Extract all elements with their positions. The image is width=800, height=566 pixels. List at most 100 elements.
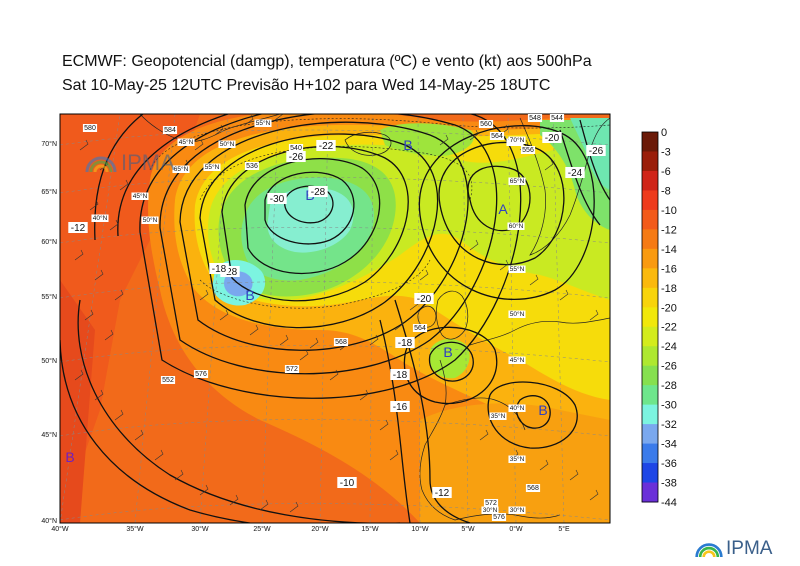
colorbar-label: -22 [661, 322, 677, 334]
lat-tick-label: 50°N [41, 357, 57, 365]
geopotential-label: 564 [414, 325, 426, 332]
isotherm-label: -16 [393, 402, 408, 413]
colorbar-swatch [642, 424, 658, 445]
graticule-label: 50°N [143, 216, 158, 224]
lon-tick-label: 15°W [361, 525, 379, 533]
colorbar-label: -3 [661, 146, 671, 158]
lon-tick-label: 30°W [191, 525, 209, 533]
lon-tick-label: 20°W [311, 525, 329, 533]
colorbar-swatch [642, 346, 658, 367]
isotherm-label: -26 [589, 146, 604, 157]
lon-tick-label: 0°W [509, 525, 523, 533]
wind-barbs [74, 114, 599, 513]
lat-tick-label: 65°N [41, 188, 57, 196]
colorbar-swatch [642, 151, 658, 172]
colorbar-swatch [642, 385, 658, 406]
colorbar-label: -24 [661, 341, 677, 353]
lon-tick-label: 25°W [253, 525, 271, 533]
colorbar: 0 -3 -6 -8 -10 -12 -14 -16 -18 -20 -22 -24 -26 -28 -30… [641, 127, 677, 509]
graticule-label: 70°N [510, 136, 525, 144]
ipma-logo-text: IPMA [121, 150, 175, 175]
geopotential-label: 552 [162, 377, 174, 384]
colorbar-swatch [642, 248, 658, 269]
lat-tick-label: 60°N [41, 238, 57, 246]
lon-tick-label: 5°W [461, 525, 475, 533]
colorbar-label: -26 [661, 361, 677, 373]
graticule-label: 60°N [509, 222, 524, 230]
colorbar-swatch [642, 326, 658, 347]
pressure-center-label: B [538, 402, 547, 418]
geopotential-label: 576 [493, 514, 505, 521]
colorbar-swatch [642, 365, 658, 386]
isotherm-label: -26 [289, 152, 304, 163]
colorbar-swatch [642, 463, 658, 484]
colorbar-swatch [642, 132, 658, 152]
ipma-logo: IPMA [694, 538, 772, 560]
geopotential-label: 544 [551, 115, 563, 122]
colorbar-swatch [642, 209, 658, 230]
colorbar-swatch [642, 287, 658, 308]
ipma-logo-text-bottom: IPMA [726, 538, 773, 559]
colorbar-label: -14 [661, 244, 677, 256]
isotherm-label: -20 [545, 133, 560, 144]
colorbar-swatch [642, 229, 658, 250]
colorbar-label: 0 [661, 127, 667, 139]
colorbar-swatch [642, 190, 658, 211]
colorbar-label: -34 [661, 439, 677, 451]
graticule [60, 114, 610, 523]
colorbar-label: -12 [661, 224, 677, 236]
colorbar-swatch [642, 404, 658, 425]
colorbar-swatch [642, 268, 658, 289]
colorbar-label: -16 [661, 263, 677, 275]
map-title-line2: Sat 10-May-25 12UTC Previsão H+102 para … [62, 77, 551, 94]
isotherm-label: -12 [71, 223, 86, 234]
graticule-label: 55°N [256, 119, 271, 127]
colorbar-swatch [642, 170, 658, 191]
graticule-label: 65°N [510, 177, 525, 185]
isotherm-label: -12 [435, 488, 450, 499]
colorbar-label: -44 [661, 497, 677, 509]
graticule-label: 55°N [205, 163, 220, 171]
colorbar-label: -8 [661, 185, 671, 197]
geopotential-label: 580 [84, 125, 96, 132]
graticule-label: 40°N [93, 214, 108, 222]
map-title-line1: ECMWF: Geopotencial (damgp), temperatura… [62, 53, 592, 70]
isotherm-label: -24 [568, 168, 583, 179]
colorbar-label: -36 [661, 458, 677, 470]
pressure-center-label: B [245, 287, 254, 303]
geopotential-label: 536 [246, 163, 258, 170]
colorbar-swatch [642, 307, 658, 328]
pressure-center-label: B [65, 449, 74, 465]
pressure-center-label: A [498, 201, 508, 217]
ipma-rainbow-icon [85, 156, 117, 173]
graticule-label: 50°N [510, 310, 525, 318]
lon-tick-label: 35°W [126, 525, 144, 533]
map-frame [59, 113, 611, 524]
colorbar-swatch [642, 482, 658, 503]
isotherm-label: -18 [212, 264, 227, 275]
geopotential-label: 560 [480, 121, 492, 128]
geopotential-label: 568 [335, 339, 347, 346]
colorbar-label: -18 [661, 283, 677, 295]
geopotential-label: 564 [491, 133, 503, 140]
graticule-label: 50°N [220, 140, 235, 148]
geopotential-label: 584 [164, 127, 176, 134]
isotherm-label: -20 [417, 294, 432, 305]
graticule-label: 45°N [179, 138, 194, 146]
graticule-label: 45°N [133, 192, 148, 200]
pressure-center-label: B [403, 137, 412, 153]
isotherm-label: -18 [393, 370, 408, 381]
isotherm-label: -18 [398, 338, 413, 349]
graticule-label: 35°N [510, 455, 525, 463]
geopotential-label: 556 [522, 147, 534, 154]
colorbar-swatch [642, 443, 658, 464]
lat-tick-label: 45°N [41, 431, 57, 439]
geopotential-label: 540 [290, 145, 302, 152]
contour-labels: BBBABBB580584540560564548544568572576552… [65, 114, 606, 521]
colorbar-label: -32 [661, 419, 677, 431]
geopotential-label: 576 [195, 371, 207, 378]
isotherm-label: -28 [223, 267, 238, 278]
geopotential-label: 572 [485, 500, 497, 507]
graticule-label: 55°N [510, 265, 525, 273]
